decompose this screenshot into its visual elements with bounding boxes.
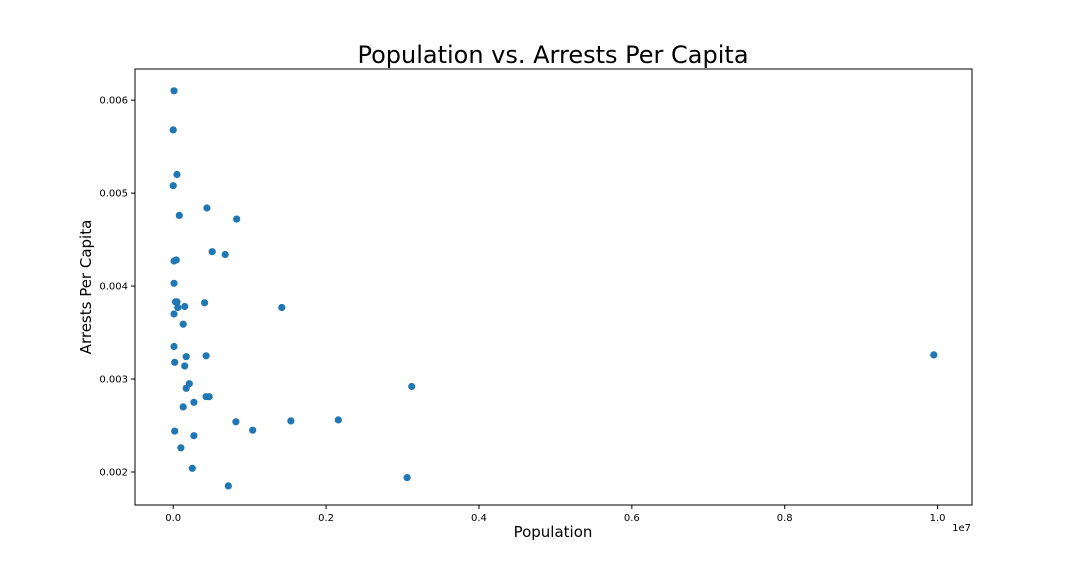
data-point (173, 298, 181, 306)
data-point (287, 417, 295, 425)
data-point (233, 215, 241, 223)
data-point (169, 182, 177, 190)
data-point (171, 358, 179, 366)
data-point (232, 418, 240, 426)
y-tick-label: 0.006 (99, 96, 128, 107)
data-point (205, 393, 213, 401)
data-point (179, 403, 187, 411)
data-point (202, 352, 210, 360)
data-point (334, 416, 342, 424)
data-point (169, 126, 177, 134)
data-point (172, 256, 180, 264)
x-tick-label: 1.0 (930, 513, 946, 524)
x-tick-label: 0.2 (318, 513, 334, 524)
x-axis-offset-text: 1e7 (952, 523, 971, 534)
data-point (170, 310, 178, 318)
y-tick-label: 0.004 (99, 282, 128, 293)
data-point (403, 474, 411, 482)
data-point (182, 353, 190, 361)
data-point (190, 432, 198, 440)
chart-title: Population vs. Arrests Per Capita (357, 41, 748, 69)
data-point (177, 444, 185, 452)
points-layer (169, 87, 938, 490)
x-tick-label: 0.8 (777, 513, 793, 524)
x-axis-label: Population (514, 523, 593, 541)
data-point (170, 279, 178, 287)
data-point (173, 170, 181, 179)
y-axis-ticks: 0.002 0.003 0.004 0.005 0.006 (99, 96, 135, 478)
data-point (170, 87, 178, 95)
data-point (179, 320, 187, 328)
y-tick-label: 0.005 (99, 189, 128, 200)
data-point (278, 303, 286, 312)
data-point (221, 250, 229, 259)
x-tick-label: 0.4 (471, 513, 487, 524)
data-point (201, 299, 209, 307)
data-point (208, 248, 216, 256)
x-tick-label: 0.6 (624, 513, 640, 524)
data-point (182, 384, 190, 392)
data-point (224, 482, 232, 490)
data-point (203, 204, 211, 212)
y-tick-label: 0.003 (99, 375, 128, 386)
data-point (249, 426, 257, 434)
y-tick-label: 0.002 (99, 467, 128, 478)
x-axis-ticks: 0.0 0.2 0.4 0.6 0.8 1.0 (165, 505, 946, 524)
data-point (181, 362, 189, 370)
data-point (188, 464, 196, 472)
data-point (181, 302, 189, 311)
data-point (408, 382, 416, 391)
data-point (170, 342, 178, 351)
plot-frame (134, 68, 973, 506)
data-point (175, 211, 183, 219)
data-point (171, 427, 179, 435)
data-point (190, 398, 198, 406)
data-point (930, 351, 938, 359)
data-point (174, 303, 182, 312)
x-tick-label: 0.0 (165, 513, 181, 524)
y-axis-label: Arrests Per Capita (77, 220, 95, 355)
